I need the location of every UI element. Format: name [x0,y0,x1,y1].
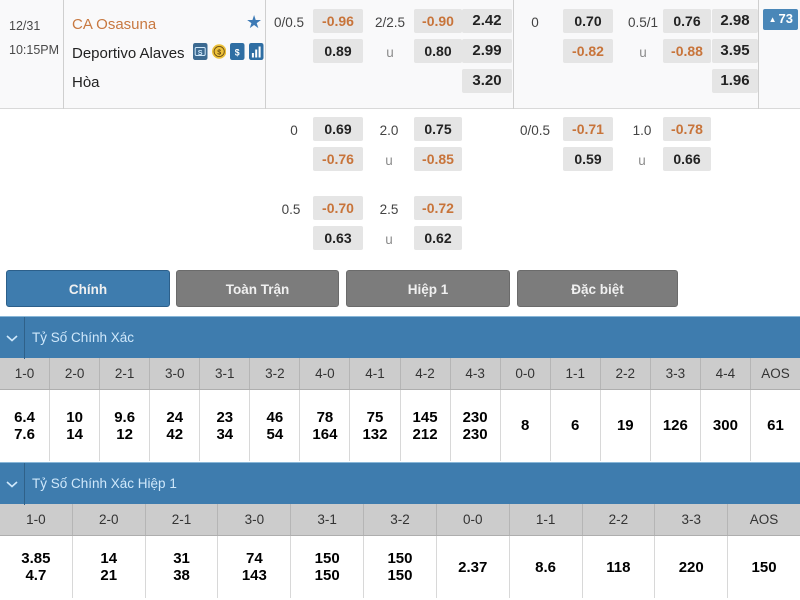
svg-text:$: $ [235,48,240,58]
svg-text:$: $ [217,50,221,57]
svg-text:S: S [198,48,203,57]
